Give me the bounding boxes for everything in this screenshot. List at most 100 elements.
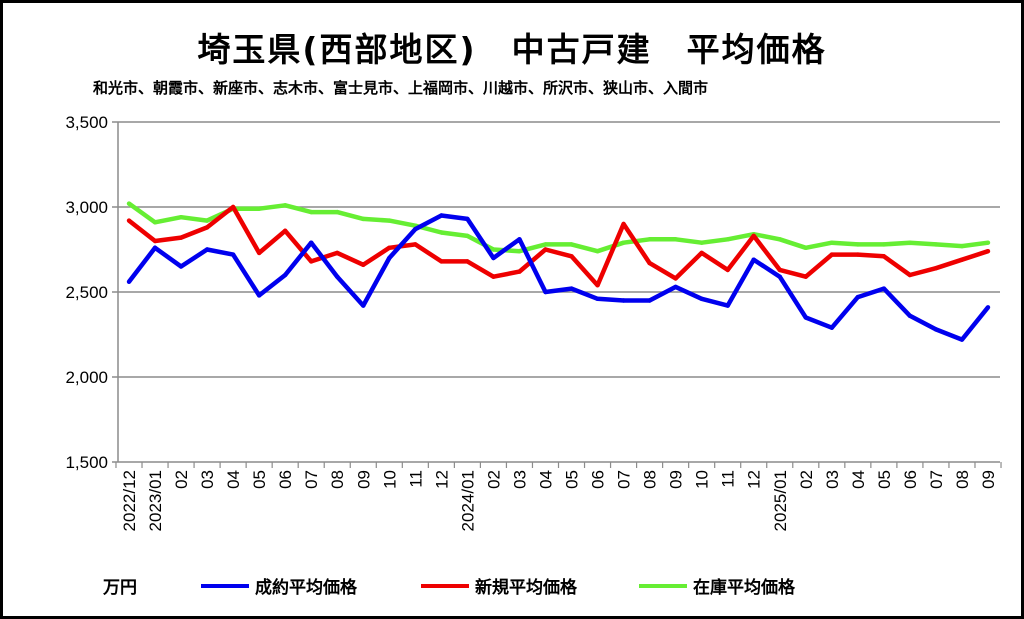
data-point xyxy=(413,226,418,232)
data-point xyxy=(803,315,808,320)
data-point xyxy=(465,233,470,239)
data-point xyxy=(751,233,756,239)
data-point xyxy=(543,242,548,247)
data-point xyxy=(126,218,132,223)
data-point xyxy=(387,255,392,261)
data-point xyxy=(543,247,548,252)
data-point xyxy=(829,240,835,245)
x-tick-label: 2022/12 xyxy=(120,470,139,531)
chart-title: 埼玉県(西部地区) 中古戸建 平均価格 xyxy=(197,30,827,69)
x-tick-label: 06 xyxy=(901,470,920,489)
data-point xyxy=(647,237,652,242)
data-point xyxy=(465,259,470,264)
data-point xyxy=(595,296,600,301)
data-point xyxy=(361,303,366,308)
data-point xyxy=(673,276,678,281)
x-tick-label: 2025/01 xyxy=(771,470,790,531)
data-point xyxy=(230,204,236,210)
data-point xyxy=(491,255,496,261)
data-point xyxy=(933,266,939,271)
x-tick-label: 09 xyxy=(354,470,373,489)
x-tick-label: 04 xyxy=(224,470,243,489)
legend-item-stock: 在庫平均価格 xyxy=(639,573,795,598)
data-point xyxy=(803,274,808,279)
y-tick-label: 3,500 xyxy=(65,113,108,132)
x-tick-label: 09 xyxy=(667,470,686,489)
data-point xyxy=(204,225,210,230)
data-point xyxy=(907,313,913,318)
x-tick-label: 07 xyxy=(615,470,634,489)
data-point xyxy=(881,254,887,259)
data-point xyxy=(725,267,730,273)
x-tick-label: 2024/01 xyxy=(458,470,477,531)
data-point xyxy=(673,237,678,242)
series-line-1 xyxy=(127,204,989,288)
legend-swatch xyxy=(201,583,249,588)
data-point xyxy=(699,240,704,245)
data-point xyxy=(282,228,288,233)
data-point xyxy=(881,286,887,291)
data-point xyxy=(907,272,913,278)
data-point xyxy=(647,260,652,266)
data-point xyxy=(152,238,158,244)
x-tick-label: 05 xyxy=(875,470,894,489)
x-tick-label: 02 xyxy=(172,470,191,489)
data-point xyxy=(907,240,913,245)
x-tick-label: 04 xyxy=(849,470,868,489)
data-point xyxy=(855,242,861,247)
data-point xyxy=(855,252,861,257)
data-point xyxy=(152,220,158,225)
x-tick-label: 05 xyxy=(250,470,269,489)
data-point xyxy=(491,247,496,252)
x-tick-label: 10 xyxy=(380,470,399,489)
x-tick-label: 07 xyxy=(927,470,946,489)
legend-label: 新規平均価格 xyxy=(475,578,577,598)
data-point xyxy=(621,240,626,245)
data-point xyxy=(361,216,366,222)
data-point xyxy=(985,305,991,310)
x-tick-label: 11 xyxy=(719,470,738,488)
x-tick-label: 08 xyxy=(641,470,660,489)
legend-item-contract: 成約平均価格 xyxy=(201,573,357,598)
x-tick-label: 02 xyxy=(797,470,816,489)
data-point xyxy=(439,213,444,218)
legend-label: 成約平均価格 xyxy=(255,578,357,598)
data-point xyxy=(335,209,340,215)
data-point xyxy=(621,221,626,227)
data-point xyxy=(335,250,340,256)
data-point xyxy=(178,215,184,220)
data-point xyxy=(152,245,158,250)
unit-text: 万円 xyxy=(103,578,137,598)
data-point xyxy=(881,242,887,247)
data-point xyxy=(256,293,262,298)
data-point xyxy=(439,230,444,235)
data-point xyxy=(230,252,236,257)
data-point xyxy=(335,274,340,279)
data-point xyxy=(204,218,210,223)
data-point xyxy=(178,264,184,269)
data-point xyxy=(282,203,288,208)
data-point xyxy=(725,303,730,308)
x-tick-label: 07 xyxy=(302,470,321,489)
legend-label: 在庫平均価格 xyxy=(693,578,795,598)
data-point xyxy=(829,252,835,257)
series-line-0 xyxy=(127,213,990,342)
data-point xyxy=(595,283,600,288)
data-point xyxy=(491,274,496,279)
data-point xyxy=(126,201,132,206)
x-tick-label: 03 xyxy=(510,470,529,489)
y-tick-label: 2,500 xyxy=(65,283,108,302)
data-point xyxy=(985,249,991,254)
x-tick-label: 02 xyxy=(484,470,503,489)
data-point xyxy=(361,262,366,267)
data-point xyxy=(647,298,652,303)
x-tick-label: 11 xyxy=(406,470,425,488)
x-tick-label: 10 xyxy=(693,470,712,489)
x-tick-label: 09 xyxy=(979,470,998,489)
data-point xyxy=(282,272,288,278)
data-point xyxy=(829,325,835,330)
data-point xyxy=(543,289,548,295)
data-point xyxy=(777,274,782,279)
y-tick-label: 3,000 xyxy=(65,198,108,217)
